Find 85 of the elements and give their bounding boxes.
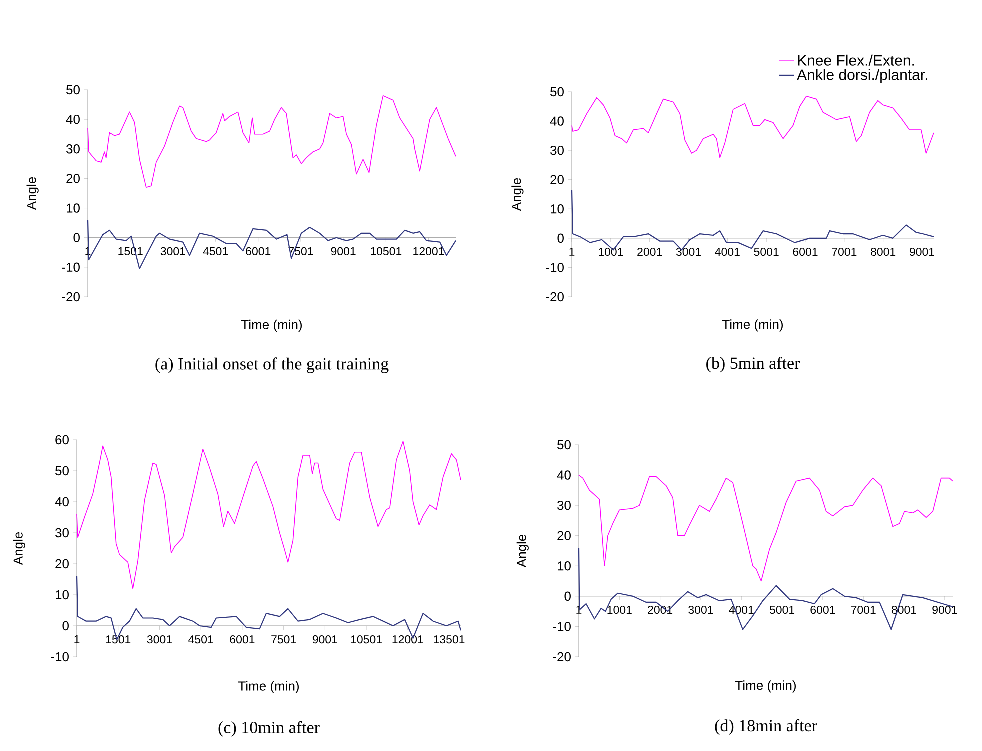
text: (c) 10min after	[218, 721, 320, 737]
y-tick-label: 0	[74, 233, 80, 242]
y-tick-label: 60	[56, 435, 69, 445]
x-tick-label: 1001	[599, 248, 624, 256]
line-series	[88, 96, 456, 188]
x-tick-label: 10501	[371, 247, 402, 256]
x-axis-title: Time (min)	[238, 681, 299, 694]
y-tick-label: -10	[546, 263, 564, 272]
x-axis-title: Time (min)	[722, 320, 783, 332]
y-tick-label: 10	[67, 204, 80, 213]
y-tick-label: 50	[66, 85, 80, 95]
x-tick-label: 12001	[414, 247, 444, 256]
y-tick-label: 40	[55, 497, 69, 507]
text: (b) 5min after	[706, 356, 800, 373]
y-tick-label: 30	[550, 146, 564, 156]
y-axis-title: Angle	[512, 178, 524, 212]
y-tick-label: -10	[62, 262, 80, 272]
y-axis-title: Angle	[13, 532, 26, 566]
x-tick-label: 4501	[203, 247, 228, 256]
y-tick-label: 40	[557, 470, 571, 480]
x-tick-label: 2001	[648, 606, 673, 614]
x-tick-label: 4001	[715, 248, 740, 256]
line-series	[76, 441, 462, 590]
y-tick-label: 20	[558, 531, 571, 540]
y-tick-label: 40	[66, 114, 80, 124]
x-tick-label: 9001	[331, 247, 356, 256]
line-series	[87, 220, 457, 270]
line-series	[578, 474, 954, 582]
x-tick-label: 2001	[638, 248, 662, 256]
x-tick-label: 6001	[793, 248, 818, 256]
x-axis-title: Time (min)	[735, 680, 796, 693]
x-tick-label: 1501	[106, 636, 131, 644]
x-tick-label: 1	[570, 248, 575, 256]
x-tick-label: 7001	[851, 606, 876, 614]
x-tick-label: 9001	[312, 636, 338, 644]
x-tick-label: 9001	[910, 248, 934, 256]
y-tick-label: 50	[550, 87, 564, 97]
y-tick-label: 0	[564, 592, 571, 602]
y-tick-label: -20	[553, 652, 571, 662]
y-axis-title: Angle	[26, 177, 39, 210]
y-tick-label: 50	[56, 466, 69, 476]
y-tick-label: 40	[550, 116, 564, 126]
x-axis-title: Time (min)	[241, 320, 302, 332]
x-tick-label: 4501	[188, 636, 214, 644]
legend-label: Ankle dorsi./plantar.	[797, 69, 928, 84]
y-tick-label: 10	[56, 590, 69, 600]
y-tick-label: 20	[56, 559, 69, 569]
x-tick-label: 6001	[246, 247, 271, 256]
x-tick-label: 5001	[754, 248, 779, 256]
y-tick-label: -10	[553, 622, 571, 632]
y-tick-label: 20	[66, 174, 80, 184]
y-tick-label: 50	[558, 440, 571, 450]
x-tick-label: 6001	[230, 636, 255, 644]
y-tick-label: 10	[558, 562, 571, 571]
x-tick-label: 1	[74, 636, 80, 644]
y-tick-label: -20	[62, 292, 80, 302]
x-tick-label: 12001	[392, 636, 424, 644]
x-tick-label: 8001	[871, 248, 896, 256]
x-tick-label: 6001	[810, 606, 836, 614]
x-tick-label: 1001	[608, 606, 632, 614]
y-tick-label: -20	[546, 292, 564, 302]
y-tick-label: 30	[558, 500, 571, 510]
x-tick-label: 1	[576, 606, 582, 614]
y-tick-label: 10	[551, 204, 564, 214]
x-tick-label: 7501	[272, 636, 296, 644]
y-tick-label: 0	[62, 621, 69, 631]
y-tick-label: 0	[558, 234, 564, 244]
text: (d) 18min after	[715, 720, 818, 736]
x-tick-label: 13501	[434, 636, 465, 644]
x-tick-label: 3001	[688, 606, 714, 614]
text: (a) Initial onset of the gait training	[156, 358, 389, 374]
x-tick-label: 7001	[832, 248, 857, 256]
legend-label: Knee Flex./Exten.	[798, 54, 914, 66]
y-axis-title: Angle	[516, 534, 529, 568]
y-tick-label: -10	[51, 652, 69, 662]
x-tick-label: 3001	[147, 636, 172, 644]
y-tick-label: 30	[56, 528, 69, 538]
x-tick-label: 3001	[676, 248, 701, 256]
x-tick-label: 5001	[770, 606, 795, 614]
line-series	[572, 96, 934, 158]
y-tick-label: 20	[550, 175, 564, 184]
x-tick-label: 9001	[932, 606, 958, 614]
y-tick-label: 30	[66, 144, 80, 154]
x-tick-label: 3001	[160, 247, 186, 256]
x-tick-label: 10501	[351, 636, 382, 644]
